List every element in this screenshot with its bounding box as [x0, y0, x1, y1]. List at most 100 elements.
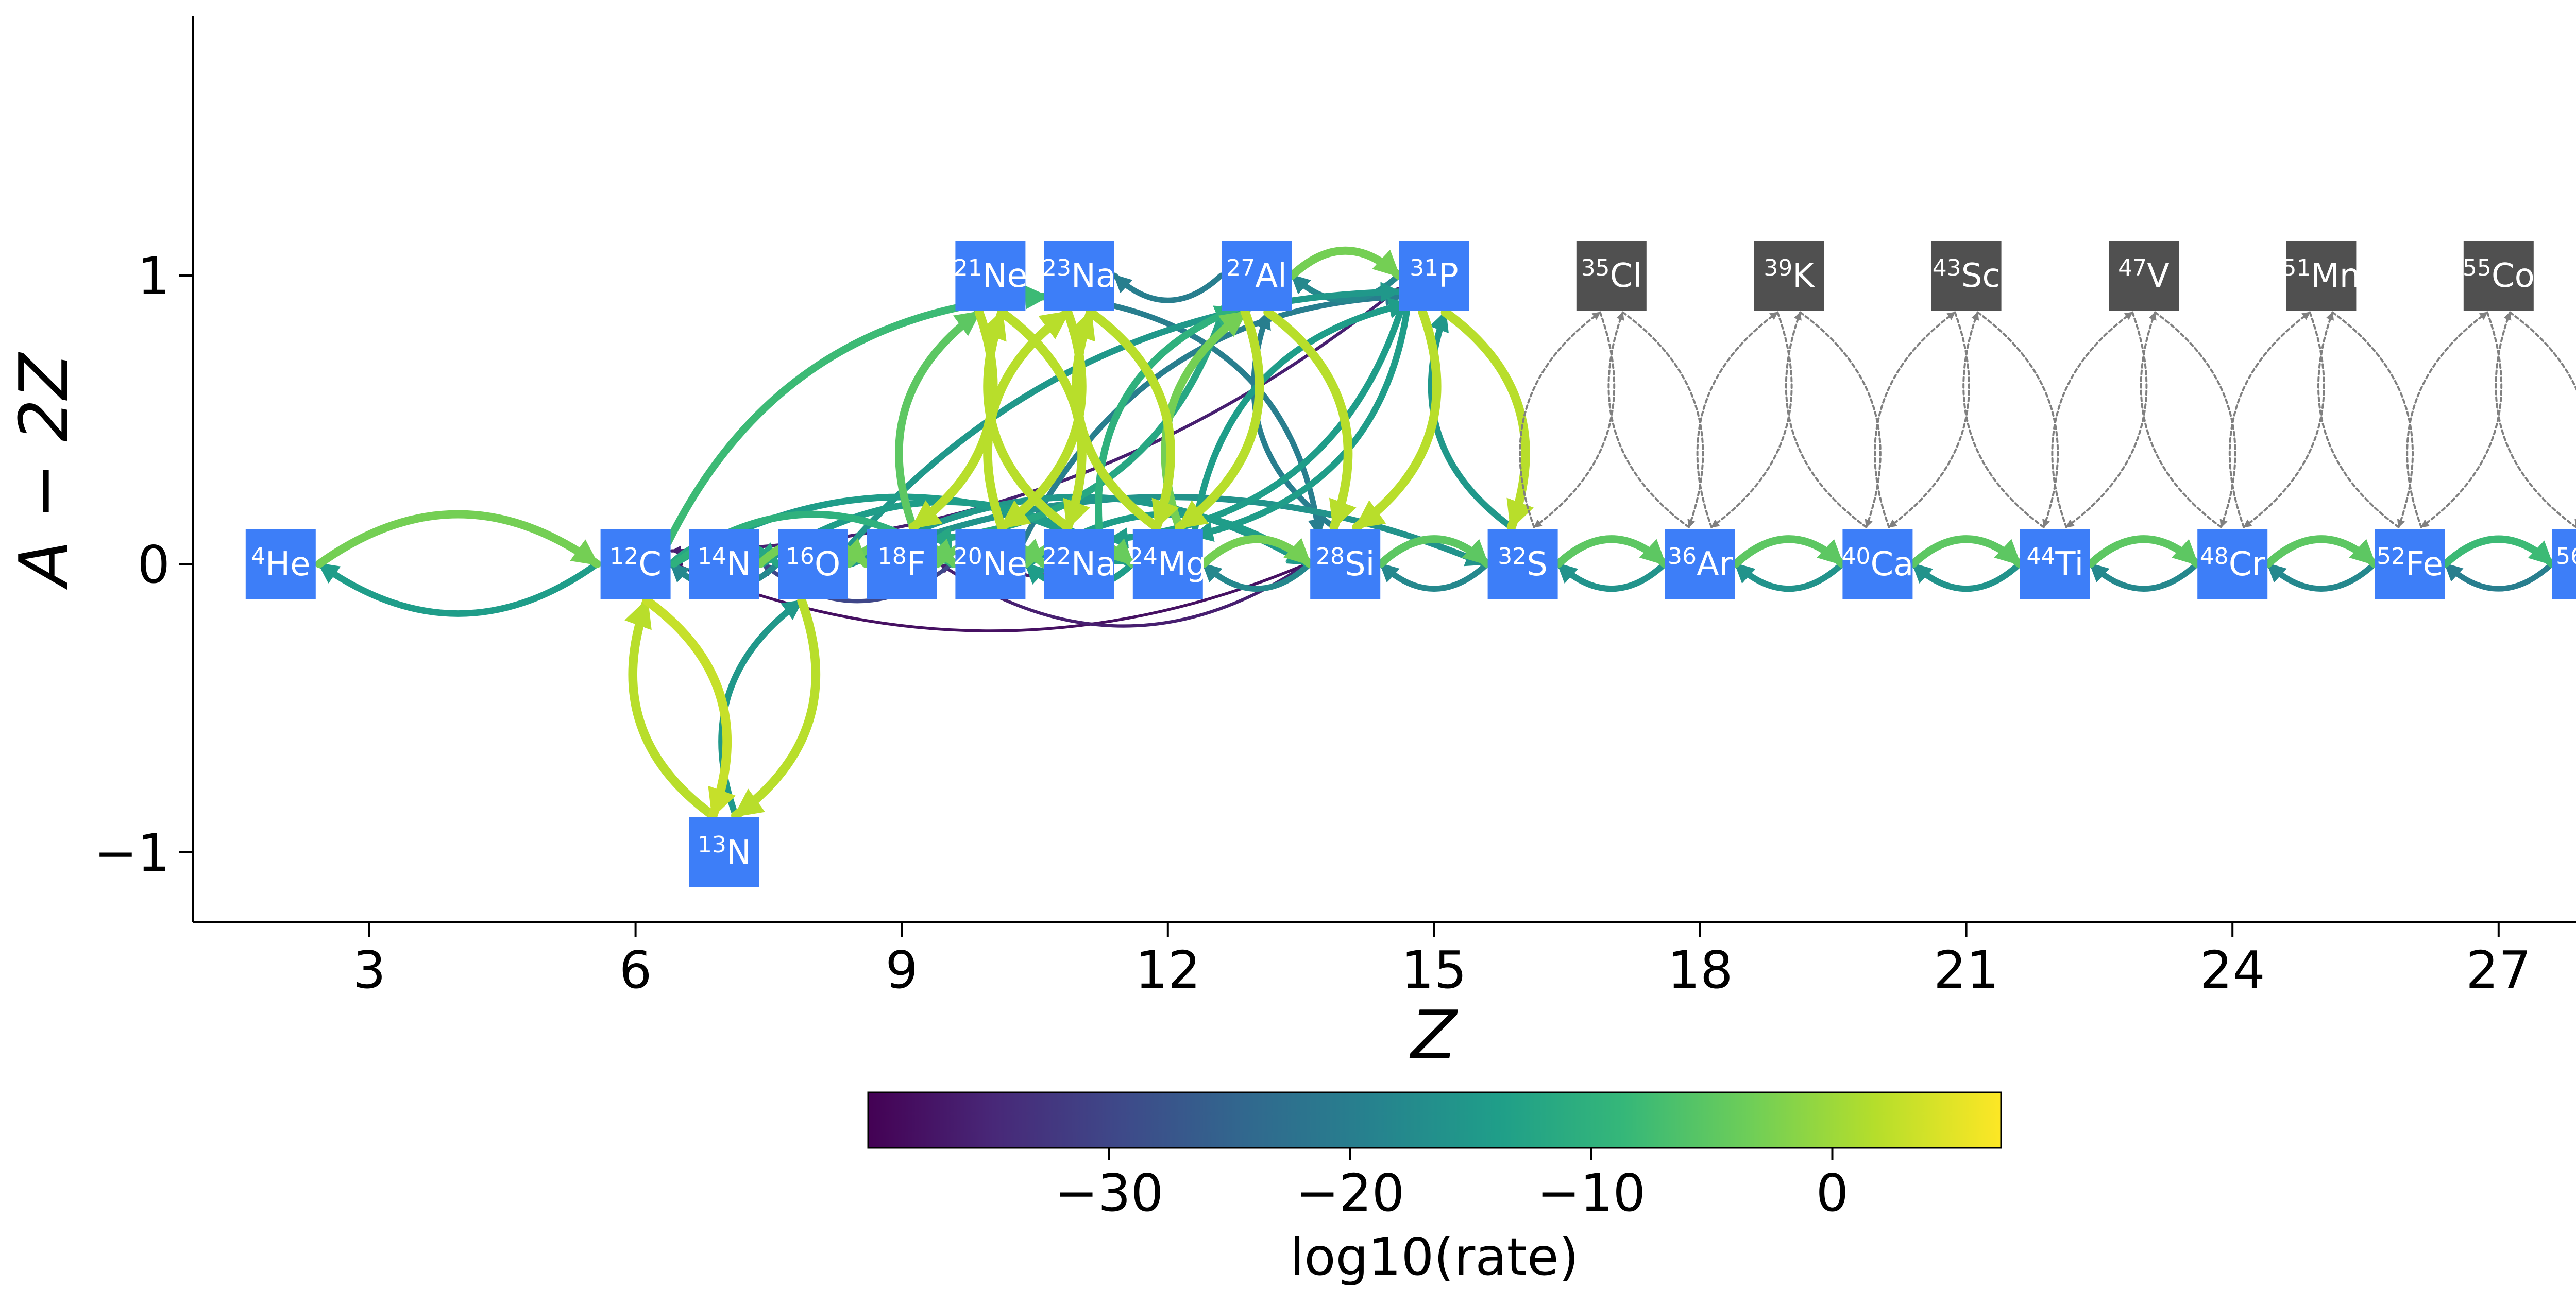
- x-axis-title: Z: [1409, 996, 1458, 1074]
- x-tick-label: 21: [1934, 940, 1999, 1000]
- node-v47: 47V: [2109, 241, 2179, 311]
- y-ticks: −1 0 1: [94, 246, 193, 883]
- node-mn51: 51Mn: [2282, 241, 2360, 311]
- rate-edge: [1378, 561, 1490, 592]
- node-symbol: F: [907, 545, 926, 584]
- node-symbol: Cl: [1610, 257, 1642, 295]
- node-box: [1044, 241, 1114, 311]
- node-cl35: 35Cl: [1576, 241, 1647, 311]
- node-box: [2463, 241, 2534, 311]
- y-axis-title: A − 2Z: [5, 352, 83, 590]
- node-label: 48Cr: [2200, 543, 2266, 584]
- node-box: [1487, 529, 1558, 599]
- rate-edge: [718, 597, 805, 819]
- node-symbol: C: [638, 545, 662, 584]
- node-symbol: Al: [1255, 257, 1287, 295]
- node-box: [245, 529, 316, 599]
- node-box: [1044, 529, 1114, 599]
- colorbar-tick-label: −10: [1537, 1163, 1646, 1223]
- inactive-edge: [2154, 311, 2236, 528]
- axes: 3 6 9 12 15 18 21 24 27 −101 Z A − 2Z: [5, 16, 2576, 1074]
- node-box: [1576, 241, 1647, 311]
- node-mass-number: 20: [954, 543, 982, 570]
- node-mass-number: 18: [878, 543, 907, 570]
- node-mass-number: 32: [1498, 543, 1527, 570]
- node-label: 36Ar: [1668, 543, 1733, 584]
- node-label: 12C: [609, 543, 662, 584]
- node-box: [1399, 241, 1469, 311]
- node-he4: 4He: [245, 529, 316, 599]
- inactive-edge: [2228, 311, 2311, 528]
- rate-edge: [1175, 307, 1264, 532]
- inactive-edge: [2065, 311, 2148, 528]
- node-box: [1665, 529, 1735, 599]
- inactive-edge: [2331, 311, 2414, 528]
- node-box: [955, 241, 1026, 311]
- node-mass-number: 43: [1933, 255, 1961, 281]
- node-k39: 39K: [1754, 241, 1824, 311]
- node-mass-number: 55: [2463, 255, 2492, 281]
- node-symbol: V: [2147, 257, 2170, 295]
- inactive-edge: [2406, 311, 2488, 528]
- inactive-edge: [2509, 311, 2576, 528]
- node-box: [1222, 241, 1292, 311]
- node-box: [955, 529, 1026, 599]
- node-symbol: P: [1438, 257, 1459, 295]
- node-label: 43Sc: [1933, 255, 2001, 295]
- node-label: 27Al: [1226, 255, 1287, 295]
- rate-edge: [1095, 304, 1240, 535]
- node-ca40: 40Ca: [1841, 529, 1913, 599]
- colorbar-scale: [867, 1091, 2002, 1149]
- node-na22: 22Na: [1042, 529, 1116, 599]
- node-label: 24Mg: [1129, 543, 1207, 584]
- node-symbol: Cr: [2229, 545, 2266, 584]
- rate-edge: [642, 596, 736, 820]
- node-box: [2552, 529, 2576, 599]
- x-tick-label: 3: [353, 940, 386, 1000]
- colorbar-label: log10(rate): [1290, 1227, 1579, 1287]
- node-box: [1310, 529, 1381, 599]
- rate-edge: [983, 307, 1073, 532]
- rate-edge: [1377, 535, 1492, 568]
- node-label: 22Na: [1042, 543, 1116, 584]
- node-mass-number: 36: [1668, 543, 1697, 570]
- inactive-edge: [1785, 311, 1868, 528]
- node-label: 18F: [878, 543, 926, 584]
- rate-edge: [979, 307, 1073, 532]
- rate-edge: [1191, 300, 1412, 542]
- x-tick-label: 6: [619, 940, 652, 1000]
- node-box: [2197, 529, 2268, 599]
- node-ar36: 36Ar: [1665, 529, 1735, 599]
- node-box: [1931, 241, 2002, 311]
- node-mass-number: 24: [1129, 543, 1158, 570]
- node-label: 35Cl: [1581, 255, 1642, 295]
- colorbar-tick-label: 0: [1816, 1163, 1849, 1223]
- node-symbol: Na: [1071, 545, 1116, 584]
- inactive-edge: [2051, 311, 2133, 528]
- node-symbol: Mg: [1158, 545, 1207, 584]
- node-label: 14N: [698, 543, 751, 584]
- node-mass-number: 22: [1042, 543, 1071, 570]
- y-tick-label: 0: [137, 535, 170, 595]
- node-mass-number: 40: [1841, 543, 1870, 570]
- rate-edge: [1910, 560, 2023, 592]
- node-o16: 16O: [778, 529, 848, 599]
- node-mass-number: 51: [2282, 255, 2311, 281]
- node-symbol: Sc: [1961, 257, 2001, 295]
- node-ne20: 20Ne: [954, 529, 1027, 599]
- node-s32: 32S: [1487, 529, 1558, 599]
- rate-edge: [2442, 535, 2556, 568]
- node-label: 56Ni: [2556, 543, 2576, 584]
- node-box: [689, 817, 759, 887]
- rate-edge: [2265, 561, 2378, 592]
- node-mass-number: 47: [2118, 255, 2147, 281]
- rate-edge: [895, 308, 984, 531]
- node-n13: 13N: [689, 817, 759, 887]
- rate-edge: [672, 562, 1309, 632]
- inactive-edge: [1519, 311, 1601, 528]
- node-box: [2286, 241, 2357, 311]
- node-label: 21Ne: [954, 255, 1027, 295]
- inactive-edge: [1533, 311, 1616, 528]
- node-co55: 55Co: [2463, 241, 2535, 311]
